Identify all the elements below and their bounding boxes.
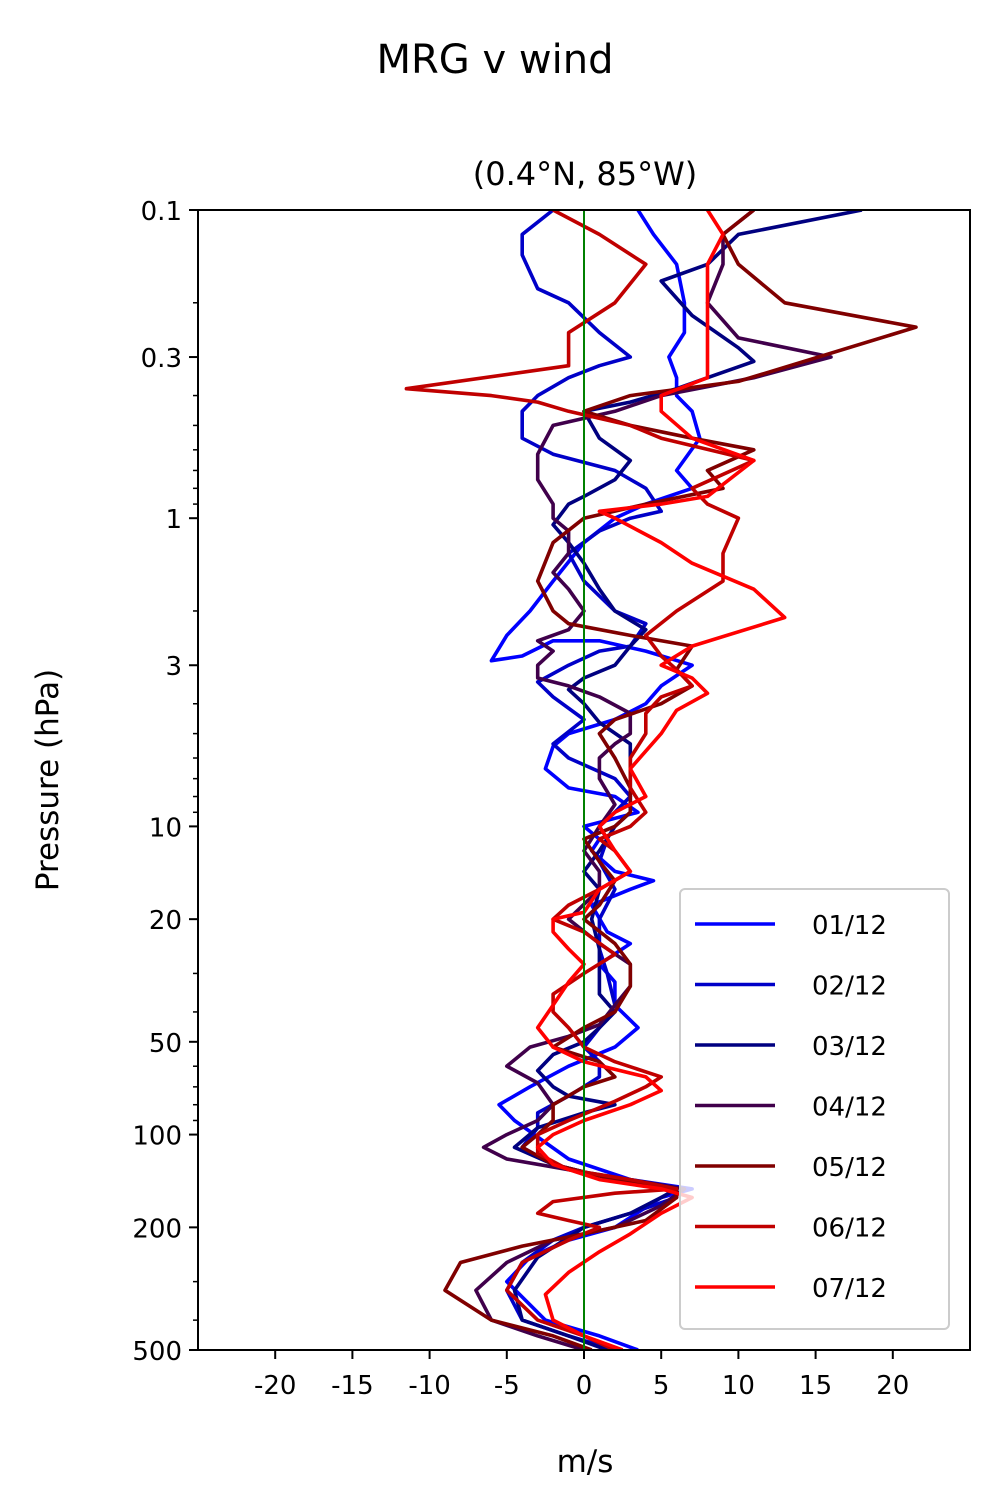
- y-tick-label: 50: [149, 1029, 182, 1059]
- y-tick-label: 100: [132, 1122, 182, 1152]
- y-tick-label: 500: [132, 1337, 182, 1367]
- y-axis-label: Pressure (hPa): [30, 669, 66, 891]
- y-tick-label: 10: [149, 813, 182, 843]
- legend: 01/12 02/12 03/12 04/12 05/12 06/12 07/12: [679, 888, 950, 1330]
- y-tick-label: 200: [132, 1214, 182, 1244]
- x-tick-label: -10: [408, 1371, 450, 1401]
- y-tick-label: 0.3: [141, 344, 182, 374]
- y-tick-label: 1: [165, 505, 182, 535]
- series-line-1: [489, 210, 702, 1350]
- x-tick-label: 15: [799, 1371, 832, 1401]
- series-line-2: [505, 210, 679, 1350]
- series-line-5: [443, 210, 918, 1350]
- x-tick-label: 20: [876, 1371, 909, 1401]
- legend-label-5: 05/12: [812, 1153, 887, 1183]
- legend-label-3: 03/12: [812, 1032, 887, 1062]
- x-tick-label: -5: [494, 1371, 520, 1401]
- y-tick-label: 0.1: [141, 197, 182, 227]
- x-tick-label: -20: [254, 1371, 296, 1401]
- legend-box: [679, 888, 950, 1330]
- legend-label-4: 04/12: [812, 1093, 887, 1123]
- y-tick-label: 3: [165, 652, 182, 682]
- x-tick-label: 5: [653, 1371, 670, 1401]
- legend-label-7: 07/12: [812, 1274, 887, 1304]
- legend-label-1: 01/12: [812, 911, 887, 941]
- legend-label-2: 02/12: [812, 972, 887, 1002]
- axes-title: (0.4°N, 85°W): [473, 155, 698, 193]
- x-tick-label: -15: [331, 1371, 373, 1401]
- x-axis-label: m/s: [557, 1444, 614, 1480]
- y-tick-label: 20: [149, 906, 182, 936]
- x-tick-label: 10: [722, 1371, 755, 1401]
- plot-area: -20 -15 -10 -5 0 5 10 15 20 0.1 0.3 1 3 10 20 50 100 200 5…: [132, 197, 971, 1401]
- series-group: [404, 210, 918, 1350]
- x-tick-label: 0: [576, 1371, 593, 1401]
- legend-label-6: 06/12: [812, 1214, 887, 1244]
- chart-title: MRG v wind: [377, 37, 614, 83]
- series-line-7: [535, 210, 787, 1350]
